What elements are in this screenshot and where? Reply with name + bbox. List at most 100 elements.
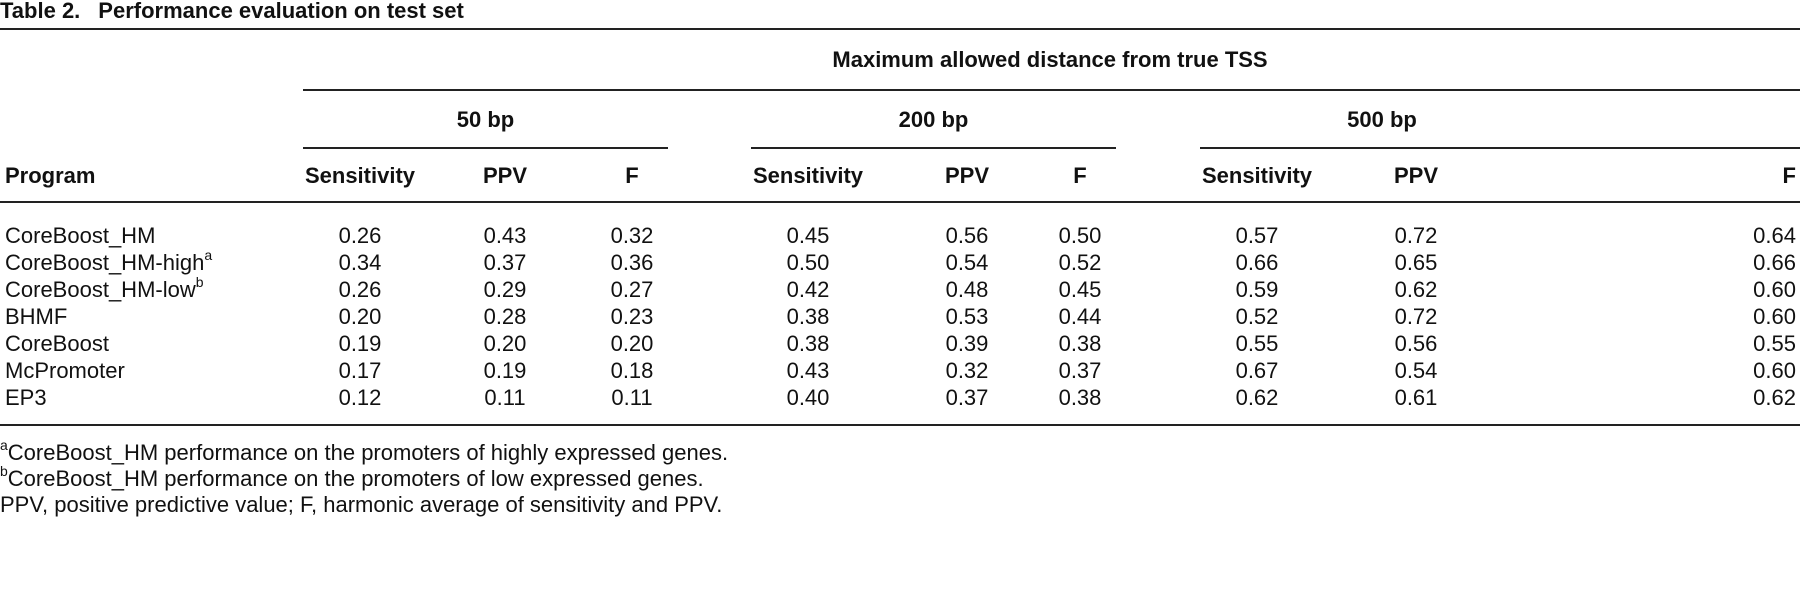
value-cell: 0.38 xyxy=(786,304,830,329)
footnote-marker: b xyxy=(195,273,204,290)
value-cell: 0.36 xyxy=(610,250,654,275)
value-cell: 0.55 xyxy=(1235,331,1279,356)
value-cell: 0.52 xyxy=(1058,250,1102,275)
value-cell: 0.62 xyxy=(1235,385,1279,410)
value-cell: 0.56 xyxy=(945,223,989,248)
value-cell: 0.66 xyxy=(1753,250,1796,275)
value-cell: 0.54 xyxy=(945,250,989,275)
metric-header: Sensitivity xyxy=(752,163,864,188)
footnote-marker: a xyxy=(204,246,213,263)
spanner-header: Maximum allowed distance from true TSS xyxy=(832,47,1268,72)
value-cell: 0.64 xyxy=(1753,223,1796,248)
table-label: Table 2. xyxy=(0,0,81,23)
value-cell: 0.26 xyxy=(338,223,382,248)
footnote-text: CoreBoost_HM performance on the promoter… xyxy=(7,466,704,491)
program-cell: CoreBoost_HM-lowb xyxy=(5,273,204,303)
value-cell: 0.11 xyxy=(611,385,653,410)
value-cell: 0.65 xyxy=(1394,250,1438,275)
value-cell: 0.67 xyxy=(1235,358,1279,383)
program-cell: BHMF xyxy=(5,304,67,330)
program-name: BHMF xyxy=(5,304,68,329)
footnote-marker: a xyxy=(0,436,8,453)
value-cell: 0.26 xyxy=(338,277,382,302)
bottom-rule xyxy=(0,424,1800,426)
top-rule xyxy=(0,28,1800,30)
program-cell: McPromoter xyxy=(5,358,125,384)
footnote: PPV, positive predictive value; F, harmo… xyxy=(0,492,722,518)
group-header: 500 bp xyxy=(1347,107,1417,132)
metric-header: F xyxy=(1782,163,1796,188)
value-cell: 0.11 xyxy=(484,385,526,410)
metric-header: Sensitivity xyxy=(304,163,416,188)
value-cell: 0.20 xyxy=(338,304,382,329)
value-cell: 0.59 xyxy=(1235,277,1279,302)
program-cell: EP3 xyxy=(5,385,47,411)
value-cell: 0.62 xyxy=(1394,277,1438,302)
value-cell: 0.37 xyxy=(483,250,527,275)
value-cell: 0.37 xyxy=(1058,358,1102,383)
table-caption: Table 2. Performance evaluation on test s… xyxy=(0,0,464,22)
program-name: CoreBoost xyxy=(5,331,109,356)
program-name: EP3 xyxy=(5,385,47,410)
value-cell: 0.55 xyxy=(1753,331,1796,356)
metric-header: F xyxy=(625,163,639,188)
program-name: CoreBoost_HM-low xyxy=(5,277,196,302)
value-cell: 0.18 xyxy=(610,358,654,383)
program-name: CoreBoost_HM xyxy=(5,223,156,248)
value-cell: 0.29 xyxy=(483,277,527,302)
footnote-marker: b xyxy=(0,462,8,479)
footnote: bCoreBoost_HM performance on the promote… xyxy=(0,462,704,492)
metric-header: Sensitivity xyxy=(1201,163,1313,188)
table-title: Performance evaluation on test set xyxy=(98,0,464,23)
footnote: aCoreBoost_HM performance on the promote… xyxy=(0,436,729,466)
program-name: McPromoter xyxy=(5,358,125,383)
value-cell: 0.19 xyxy=(483,358,527,383)
group-rule xyxy=(1200,147,1800,149)
value-cell: 0.62 xyxy=(1753,385,1796,410)
value-cell: 0.44 xyxy=(1058,304,1102,329)
value-cell: 0.23 xyxy=(610,304,654,329)
value-cell: 0.60 xyxy=(1753,277,1796,302)
program-header: Program xyxy=(5,163,96,188)
value-cell: 0.72 xyxy=(1394,304,1438,329)
value-cell: 0.37 xyxy=(945,385,989,410)
value-cell: 0.38 xyxy=(1058,331,1102,356)
header-rule xyxy=(0,201,1800,203)
value-cell: 0.61 xyxy=(1394,385,1438,410)
value-cell: 0.45 xyxy=(1058,277,1102,302)
value-cell: 0.38 xyxy=(786,331,830,356)
value-cell: 0.19 xyxy=(338,331,382,356)
value-cell: 0.20 xyxy=(483,331,527,356)
value-cell: 0.43 xyxy=(483,223,527,248)
value-cell: 0.53 xyxy=(945,304,989,329)
value-cell: 0.66 xyxy=(1235,250,1279,275)
metric-header: PPV xyxy=(1393,163,1439,188)
value-cell: 0.50 xyxy=(786,250,830,275)
value-cell: 0.57 xyxy=(1235,223,1279,248)
value-cell: 0.12 xyxy=(338,385,382,410)
value-cell: 0.27 xyxy=(610,277,654,302)
program-cell: CoreBoost_HM xyxy=(5,223,155,249)
value-cell: 0.45 xyxy=(786,223,830,248)
spanner-rule xyxy=(303,89,1800,91)
value-cell: 0.54 xyxy=(1394,358,1438,383)
value-cell: 0.60 xyxy=(1753,358,1796,383)
footnote-text: CoreBoost_HM performance on the promoter… xyxy=(7,440,729,465)
metric-header: F xyxy=(1073,163,1087,188)
value-cell: 0.32 xyxy=(610,223,654,248)
value-cell: 0.56 xyxy=(1394,331,1438,356)
value-cell: 0.43 xyxy=(786,358,830,383)
value-cell: 0.52 xyxy=(1235,304,1279,329)
group-rule xyxy=(303,147,668,149)
value-cell: 0.32 xyxy=(945,358,989,383)
program-name: CoreBoost_HM-high xyxy=(5,250,205,275)
value-cell: 0.40 xyxy=(786,385,830,410)
value-cell: 0.17 xyxy=(338,358,382,383)
metric-header: PPV xyxy=(482,163,528,188)
value-cell: 0.72 xyxy=(1394,223,1438,248)
metric-header: PPV xyxy=(944,163,990,188)
value-cell: 0.60 xyxy=(1753,304,1796,329)
value-cell: 0.34 xyxy=(338,250,382,275)
value-cell: 0.38 xyxy=(1058,385,1102,410)
group-header: 50 bp xyxy=(456,107,515,132)
